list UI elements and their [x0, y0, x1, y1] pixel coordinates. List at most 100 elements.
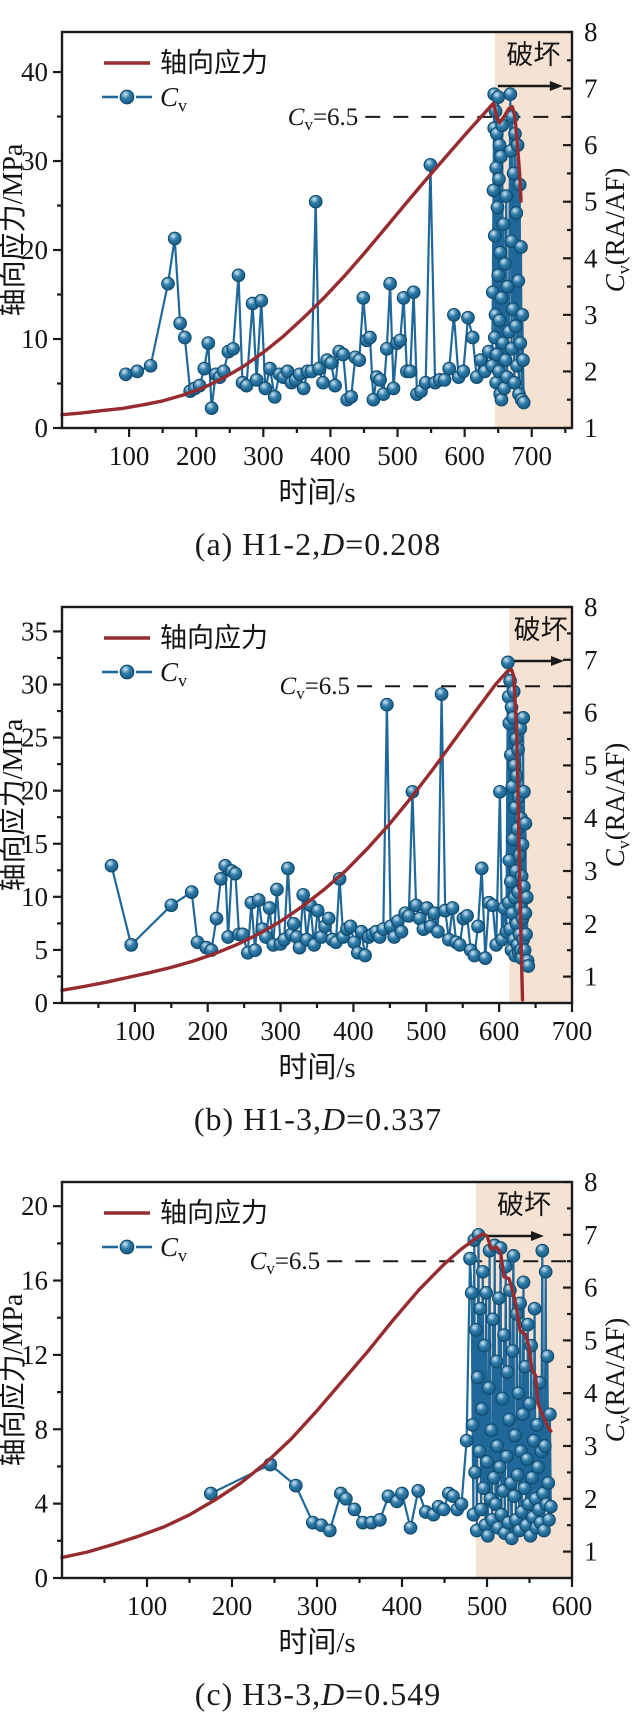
- failure-label: 破坏: [497, 1190, 551, 1220]
- legend-stress-label: 轴向应力: [160, 623, 268, 653]
- legend-stress-label: 轴向应力: [160, 1198, 268, 1228]
- panel-a: 破坏 Cv=6.5 100 200 300 400 500 600 700 0 10 20 30 40 1 2…: [0, 0, 636, 575]
- y-right-tick-label: 3: [584, 1431, 598, 1461]
- y-left-tick-label: 20: [21, 1191, 48, 1221]
- x-tick-label: 300: [260, 1016, 301, 1046]
- stress-series-line: [60, 667, 525, 1002]
- chart-canvas-a: 破坏 Cv=6.5 100 200 300 400 500 600 700 0 10 20 30 40 1 2…: [0, 0, 636, 520]
- y-left-tick-label: 40: [21, 57, 48, 87]
- failure-label: 破坏: [514, 615, 568, 645]
- x-tick-label: 700: [552, 1016, 593, 1046]
- panel-b: 破坏 Cv=6.5 100 200 300 400 500 600 700 0 5 10 15 20 25 3…: [0, 575, 636, 1150]
- x-tick-label: 400: [310, 441, 351, 471]
- y-left-tick-label: 0: [35, 988, 49, 1018]
- y-right-tick-label: 7: [584, 645, 598, 675]
- legend-cv-label: Cv: [160, 82, 187, 115]
- y-right-tick-label: 3: [584, 300, 598, 330]
- cv-threshold-label: Cv=6.5: [280, 673, 351, 703]
- y-right-tick-label: 8: [584, 592, 598, 622]
- caption-c-value: =0.549: [345, 1676, 442, 1712]
- caption-b: (b) H1-3,D=0.337: [0, 1101, 636, 1138]
- y-left-tick-label: 30: [21, 146, 48, 176]
- y-right-tick-label: 5: [584, 1325, 598, 1355]
- cv-series-markers: [104, 655, 536, 973]
- y-right-tick-label: 2: [584, 909, 598, 939]
- caption-b-value: =0.337: [346, 1101, 443, 1137]
- y-left-tick-label: 16: [21, 1266, 48, 1296]
- caption-a: (a) H1-2,D=0.208: [0, 526, 636, 563]
- y-left-tick-label: 4: [35, 1489, 49, 1519]
- legend: 轴向应力 Cv: [102, 48, 268, 115]
- cv-threshold-label: Cv=6.5: [288, 104, 359, 134]
- cv-threshold-label: Cv=6.5: [250, 1248, 321, 1278]
- caption-c: (c) H3-3,D=0.549: [0, 1676, 636, 1713]
- x-tick-label: 400: [333, 1016, 374, 1046]
- y-right-tick-label: 4: [584, 803, 598, 833]
- chart-canvas-c: 破坏 Cv=6.5 100 200 300 400 500 600 0 4 8 12 16 20 1 2 3 4 5…: [0, 1150, 636, 1670]
- y-right-tick-label: 4: [584, 1378, 598, 1408]
- y-right-tick-label: 2: [584, 356, 598, 386]
- y-right-tick-label: 1: [584, 962, 598, 992]
- y-right-tick-label: 7: [584, 74, 598, 104]
- x-tick-label: 100: [115, 1016, 156, 1046]
- legend: 轴向应力 Cv: [102, 623, 268, 690]
- stress-series-line: [60, 101, 523, 417]
- x-tick-label: 100: [109, 441, 150, 471]
- legend-cv-marker-icon: [119, 89, 135, 105]
- x-tick-label: 300: [243, 441, 284, 471]
- caption-a-prefix: (a) H1-2,: [194, 526, 322, 562]
- y-right-tick-label: 3: [584, 856, 598, 886]
- legend-cv-marker-icon: [119, 1239, 135, 1255]
- y-right-tick-label: 6: [584, 130, 598, 160]
- y-left-tick-label: 15: [21, 829, 48, 859]
- x-tick-label: 600: [552, 1591, 593, 1621]
- x-tick-label: 500: [377, 441, 418, 471]
- y-right-tick-label: 4: [584, 243, 598, 273]
- caption-a-variable: D: [321, 526, 346, 562]
- y-left-axis-title: 轴向应力/MPa: [0, 143, 29, 316]
- failure-arrow-icon: [497, 81, 563, 91]
- y-left-axis-title: 轴向应力/MPa: [0, 718, 29, 891]
- caption-c-prefix: (c) H3-3,: [194, 1676, 322, 1712]
- x-axis-title: 时间/s: [278, 476, 355, 509]
- y-right-tick-label: 1: [584, 413, 598, 443]
- legend-stress-label: 轴向应力: [160, 48, 268, 78]
- y-left-axis-title: 轴向应力/MPa: [0, 1293, 29, 1466]
- y-right-tick-label: 1: [584, 1537, 598, 1567]
- cv-series-markers: [118, 87, 531, 416]
- caption-b-prefix: (b) H1-3,: [193, 1101, 322, 1137]
- y-right-tick-label: 7: [584, 1220, 598, 1250]
- y-left-tick-label: 20: [21, 235, 48, 265]
- y-right-tick-label: 6: [584, 1273, 598, 1303]
- x-tick-label: 600: [479, 1016, 520, 1046]
- x-tick-label: 200: [176, 441, 217, 471]
- legend: 轴向应力 Cv: [102, 1198, 268, 1265]
- caption-c-variable: D: [321, 1676, 346, 1712]
- chart-canvas-b: 破坏 Cv=6.5 100 200 300 400 500 600 700 0 5 10 15 20 25 3…: [0, 575, 636, 1095]
- y-left-tick-label: 5: [35, 935, 49, 965]
- y-right-tick-label: 8: [584, 17, 598, 47]
- axis-ticks: [53, 605, 574, 1012]
- x-tick-label: 300: [297, 1591, 338, 1621]
- x-tick-label: 200: [212, 1591, 253, 1621]
- axis-ticks: [53, 1180, 574, 1587]
- y-left-tick-label: 20: [21, 776, 48, 806]
- stress-series-line: [60, 1232, 553, 1560]
- y-left-tick-label: 8: [35, 1414, 49, 1444]
- y-right-axis-title: Cv(RA/AF): [600, 743, 633, 868]
- y-left-tick-label: 35: [21, 616, 48, 646]
- y-right-tick-label: 5: [584, 750, 598, 780]
- y-right-tick-label: 5: [584, 187, 598, 217]
- x-tick-label: 500: [406, 1016, 447, 1046]
- legend-cv-marker-icon: [119, 664, 135, 680]
- legend-cv-label: Cv: [160, 657, 187, 690]
- y-left-tick-label: 10: [21, 882, 48, 912]
- y-right-axis-title: Cv(RA/AF): [600, 1318, 633, 1443]
- y-left-tick-label: 0: [35, 413, 49, 443]
- caption-b-variable: D: [321, 1101, 347, 1137]
- failure-label: 破坏: [506, 40, 560, 70]
- axis-ticks: [53, 30, 572, 437]
- x-tick-label: 600: [444, 441, 485, 471]
